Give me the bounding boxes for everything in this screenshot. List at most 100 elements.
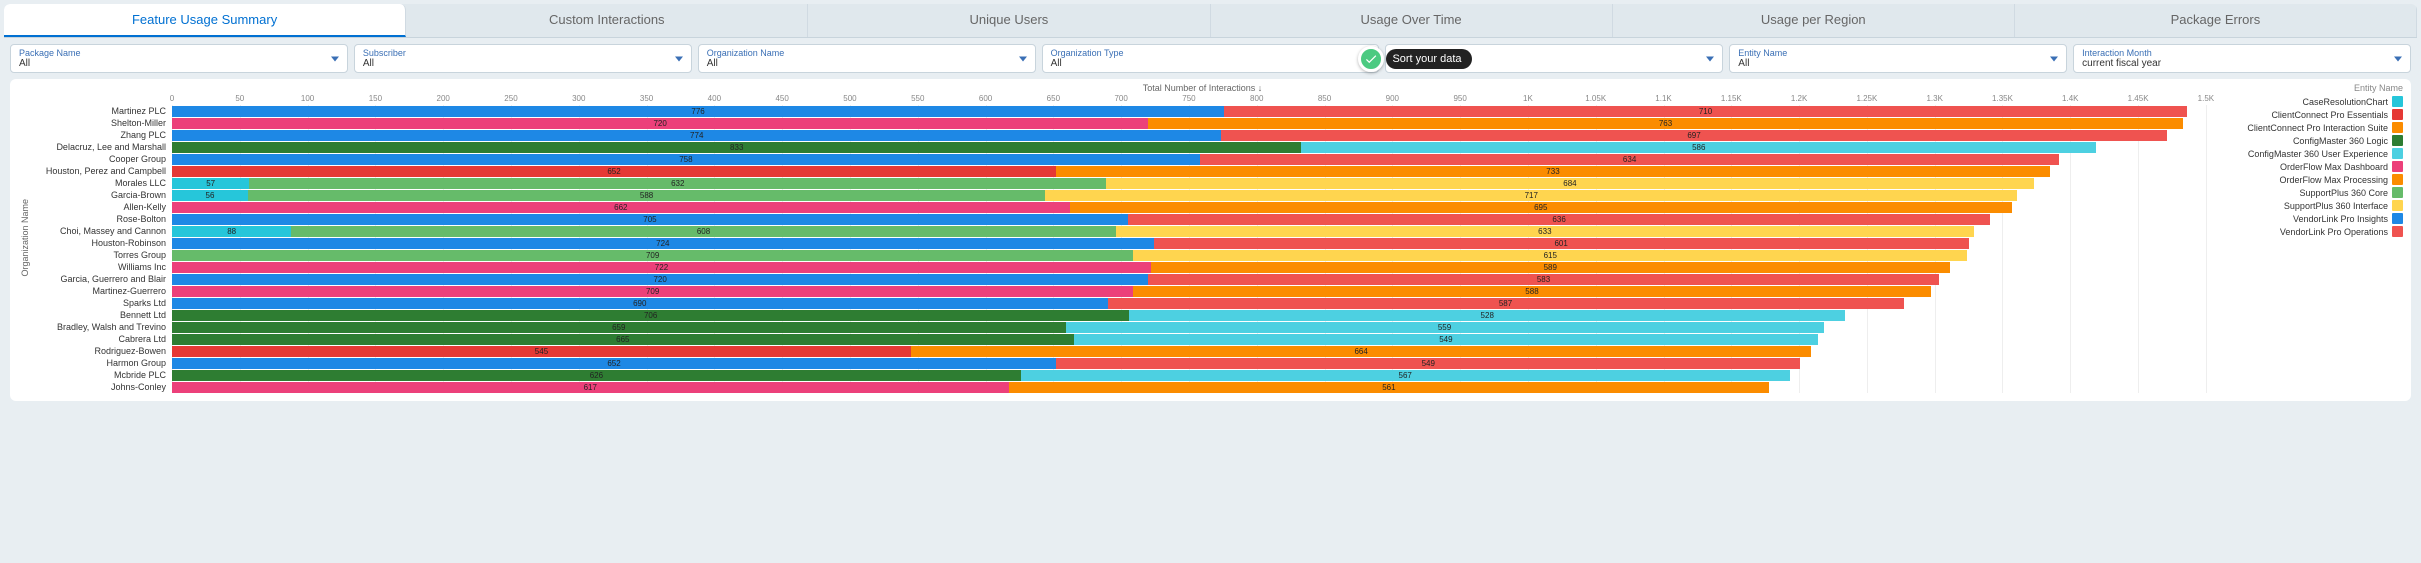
bar-segment[interactable]: 705	[172, 214, 1128, 225]
bar-row[interactable]: 690587	[172, 297, 2233, 309]
bar-row[interactable]: 776710	[172, 105, 2233, 117]
bar-row[interactable]: 724601	[172, 237, 2233, 249]
bar-segment[interactable]: 758	[172, 154, 1200, 165]
bar-segment[interactable]: 720	[172, 274, 1148, 285]
bar-row[interactable]: 706528	[172, 309, 2233, 321]
bar-row[interactable]: 705636	[172, 213, 2233, 225]
bar-row[interactable]: 774697	[172, 129, 2233, 141]
bar-row[interactable]: 88608633	[172, 225, 2233, 237]
bar-segment[interactable]: 724	[172, 238, 1154, 249]
bar-row[interactable]: 709588	[172, 285, 2233, 297]
bar-row[interactable]: 652733	[172, 165, 2233, 177]
bar-segment[interactable]: 586	[1301, 142, 2096, 153]
legend-item[interactable]: OrderFlow Max Processing	[2241, 173, 2403, 186]
legend-item[interactable]: CaseResolutionChart	[2241, 95, 2403, 108]
filter-organization-type[interactable]: Organization TypeAll	[1042, 44, 1380, 73]
bar-segment[interactable]: 776	[172, 106, 1224, 117]
bar-segment[interactable]: 662	[172, 202, 1070, 213]
bar-row[interactable]: 709615	[172, 249, 2233, 261]
bar-segment[interactable]: 636	[1128, 214, 1990, 225]
legend-item[interactable]: ConfigMaster 360 User Experience	[2241, 147, 2403, 160]
legend-item[interactable]: VendorLink Pro Insights	[2241, 212, 2403, 225]
bar-segment[interactable]: 528	[1129, 310, 1845, 321]
bar-segment[interactable]: 549	[1056, 358, 1800, 369]
bar-segment[interactable]: 774	[172, 130, 1221, 141]
tab-custom-interactions[interactable]: Custom Interactions	[406, 4, 808, 37]
bar-segment[interactable]: 601	[1154, 238, 1969, 249]
bar-row[interactable]: 720763	[172, 117, 2233, 129]
bar-segment[interactable]: 545	[172, 346, 911, 357]
bar-segment[interactable]: 608	[291, 226, 1115, 237]
legend-item[interactable]: VendorLink Pro Operations	[2241, 225, 2403, 238]
bar-row[interactable]: 662695	[172, 201, 2233, 213]
bar-segment[interactable]: 632	[249, 178, 1106, 189]
tab-usage-per-region[interactable]: Usage per Region	[1613, 4, 2015, 37]
filter-organization-name[interactable]: Organization NameAll	[698, 44, 1036, 73]
bar-segment[interactable]: 709	[172, 286, 1133, 297]
bar-segment[interactable]: 664	[911, 346, 1811, 357]
bar-row[interactable]: 659559	[172, 321, 2233, 333]
legend-item[interactable]: SupportPlus 360 Interface	[2241, 199, 2403, 212]
bar-segment[interactable]: 665	[172, 334, 1074, 345]
bar-segment[interactable]: 697	[1221, 130, 2166, 141]
bar-segment[interactable]: 733	[1056, 166, 2050, 177]
bar-row[interactable]: 626567	[172, 369, 2233, 381]
bar-segment[interactable]: 626	[172, 370, 1021, 381]
bar-segment[interactable]: 617	[172, 382, 1009, 393]
bar-row[interactable]: 665549	[172, 333, 2233, 345]
filter-sort[interactable]: Sort your data	[1385, 44, 1723, 73]
bar-segment[interactable]: 587	[1108, 298, 1904, 309]
bar-row[interactable]: 57632684	[172, 177, 2233, 189]
tab-package-errors[interactable]: Package Errors	[2015, 4, 2417, 37]
bar-segment[interactable]: 695	[1070, 202, 2012, 213]
bar-segment[interactable]: 634	[1200, 154, 2060, 165]
bar-segment[interactable]: 57	[172, 178, 249, 189]
bar-segment[interactable]: 709	[172, 250, 1133, 261]
bar-segment[interactable]: 588	[248, 190, 1045, 201]
bar-segment[interactable]: 717	[1045, 190, 2017, 201]
bar-row[interactable]: 720583	[172, 273, 2233, 285]
bar-segment[interactable]: 589	[1151, 262, 1950, 273]
legend-item[interactable]: ConfigMaster 360 Logic	[2241, 134, 2403, 147]
bar-segment[interactable]: 690	[172, 298, 1108, 309]
bar-segment[interactable]: 549	[1074, 334, 1818, 345]
bar-segment[interactable]: 659	[172, 322, 1066, 333]
filter-subscriber[interactable]: SubscriberAll	[354, 44, 692, 73]
bar-row[interactable]: 722589	[172, 261, 2233, 273]
bar-segment[interactable]: 720	[172, 118, 1148, 129]
filter-interaction-month[interactable]: Interaction Monthcurrent fiscal year	[2073, 44, 2411, 73]
bar-segment[interactable]: 833	[172, 142, 1301, 153]
bar-row[interactable]: 545664	[172, 345, 2233, 357]
legend-item[interactable]: OrderFlow Max Dashboard	[2241, 160, 2403, 173]
tab-feature-usage-summary[interactable]: Feature Usage Summary	[4, 4, 406, 37]
filter-entity-name[interactable]: Entity NameAll	[1729, 44, 2067, 73]
bar-segment[interactable]: 763	[1148, 118, 2183, 129]
legend-item[interactable]: SupportPlus 360 Core	[2241, 186, 2403, 199]
bar-segment[interactable]: 722	[172, 262, 1151, 273]
bar-segment[interactable]: 652	[172, 166, 1056, 177]
bar-row[interactable]: 833586	[172, 141, 2233, 153]
bar-segment[interactable]: 88	[172, 226, 291, 237]
bar-segment[interactable]: 633	[1116, 226, 1974, 237]
bar-segment[interactable]: 567	[1021, 370, 1790, 381]
bar-segment[interactable]: 588	[1133, 286, 1930, 297]
legend-item[interactable]: ClientConnect Pro Interaction Suite	[2241, 121, 2403, 134]
bar-row[interactable]: 652549	[172, 357, 2233, 369]
bar-segment[interactable]: 56	[172, 190, 248, 201]
filter-package-name[interactable]: Package NameAll	[10, 44, 348, 73]
bar-row[interactable]: 56588717	[172, 189, 2233, 201]
tab-usage-over-time[interactable]: Usage Over Time	[1211, 4, 1613, 37]
bar-segment[interactable]: 652	[172, 358, 1056, 369]
legend-item[interactable]: ClientConnect Pro Essentials	[2241, 108, 2403, 121]
bar-row[interactable]: 758634	[172, 153, 2233, 165]
row-label: Houston-Robinson	[32, 237, 166, 249]
tab-unique-users[interactable]: Unique Users	[808, 4, 1210, 37]
bar-segment[interactable]: 684	[1106, 178, 2033, 189]
bar-segment[interactable]: 561	[1009, 382, 1770, 393]
bar-segment[interactable]: 615	[1133, 250, 1967, 261]
bar-row[interactable]: 617561	[172, 381, 2233, 393]
bar-segment[interactable]: 583	[1148, 274, 1939, 285]
bar-segment[interactable]: 559	[1066, 322, 1824, 333]
bar-segment[interactable]: 710	[1224, 106, 2187, 117]
bar-segment[interactable]: 706	[172, 310, 1129, 321]
